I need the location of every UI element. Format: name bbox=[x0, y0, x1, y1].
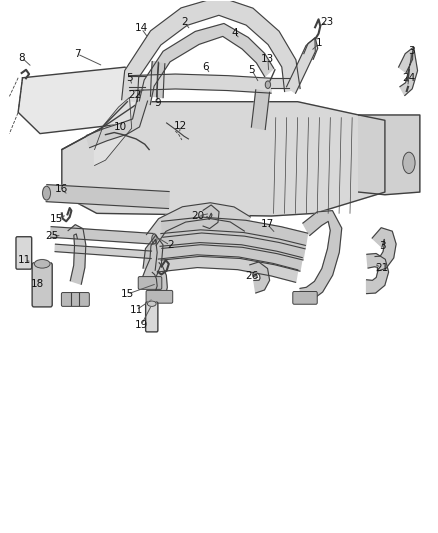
FancyBboxPatch shape bbox=[293, 292, 317, 304]
Text: 18: 18 bbox=[31, 279, 44, 288]
Text: 13: 13 bbox=[261, 54, 275, 64]
Polygon shape bbox=[130, 76, 145, 87]
Text: 4: 4 bbox=[231, 28, 237, 38]
Polygon shape bbox=[359, 115, 420, 195]
Text: 2: 2 bbox=[181, 17, 187, 27]
FancyBboxPatch shape bbox=[61, 293, 89, 306]
Text: 16: 16 bbox=[54, 184, 67, 195]
Text: 9: 9 bbox=[155, 98, 161, 108]
Text: 22: 22 bbox=[128, 90, 142, 100]
Polygon shape bbox=[152, 263, 167, 296]
Text: 21: 21 bbox=[375, 263, 388, 272]
Text: 5: 5 bbox=[248, 65, 255, 75]
Text: 2: 2 bbox=[167, 240, 173, 250]
Polygon shape bbox=[129, 74, 272, 93]
Text: 11: 11 bbox=[129, 305, 143, 315]
FancyBboxPatch shape bbox=[146, 302, 158, 332]
Text: 3: 3 bbox=[408, 46, 414, 56]
FancyBboxPatch shape bbox=[138, 277, 162, 289]
Text: 15: 15 bbox=[50, 214, 63, 224]
Polygon shape bbox=[161, 230, 305, 260]
Polygon shape bbox=[86, 97, 148, 148]
Polygon shape bbox=[157, 63, 165, 98]
Text: 12: 12 bbox=[174, 120, 187, 131]
FancyBboxPatch shape bbox=[16, 237, 32, 269]
Text: 6: 6 bbox=[203, 62, 209, 72]
Text: 26: 26 bbox=[245, 271, 258, 281]
Text: 20: 20 bbox=[191, 211, 205, 221]
Text: 14: 14 bbox=[134, 23, 148, 34]
Polygon shape bbox=[151, 61, 158, 96]
Polygon shape bbox=[46, 184, 169, 208]
Ellipse shape bbox=[152, 234, 157, 244]
Polygon shape bbox=[146, 203, 251, 245]
Text: 7: 7 bbox=[74, 49, 81, 59]
FancyBboxPatch shape bbox=[32, 263, 52, 307]
Text: 23: 23 bbox=[321, 17, 334, 27]
Polygon shape bbox=[55, 244, 152, 259]
Polygon shape bbox=[286, 37, 318, 93]
Text: 17: 17 bbox=[261, 219, 274, 229]
Ellipse shape bbox=[34, 260, 50, 268]
Polygon shape bbox=[143, 235, 163, 283]
Text: 19: 19 bbox=[134, 320, 148, 330]
Text: 8: 8 bbox=[18, 53, 25, 62]
Ellipse shape bbox=[148, 301, 156, 306]
Text: 15: 15 bbox=[121, 289, 134, 299]
Ellipse shape bbox=[403, 152, 415, 173]
Polygon shape bbox=[372, 228, 396, 271]
Text: 3: 3 bbox=[379, 241, 386, 251]
Polygon shape bbox=[300, 211, 342, 303]
Polygon shape bbox=[68, 224, 86, 284]
Text: 11: 11 bbox=[18, 255, 32, 265]
Polygon shape bbox=[95, 98, 132, 165]
Text: 25: 25 bbox=[46, 231, 59, 241]
Polygon shape bbox=[272, 78, 289, 88]
Polygon shape bbox=[62, 102, 385, 216]
Polygon shape bbox=[18, 67, 141, 134]
Text: 10: 10 bbox=[113, 122, 127, 132]
Polygon shape bbox=[71, 293, 79, 305]
Text: 5: 5 bbox=[126, 73, 133, 83]
Ellipse shape bbox=[42, 186, 50, 200]
Ellipse shape bbox=[265, 81, 271, 88]
Polygon shape bbox=[251, 90, 269, 130]
Polygon shape bbox=[250, 262, 270, 293]
Polygon shape bbox=[158, 255, 298, 282]
Polygon shape bbox=[399, 47, 417, 95]
Polygon shape bbox=[51, 227, 155, 244]
Text: 24: 24 bbox=[402, 73, 416, 83]
Polygon shape bbox=[122, 0, 300, 102]
Polygon shape bbox=[367, 254, 389, 294]
Polygon shape bbox=[162, 217, 307, 249]
Polygon shape bbox=[203, 205, 219, 229]
Polygon shape bbox=[139, 23, 274, 104]
FancyBboxPatch shape bbox=[146, 290, 173, 303]
Polygon shape bbox=[160, 243, 302, 271]
Text: 1: 1 bbox=[316, 38, 323, 48]
